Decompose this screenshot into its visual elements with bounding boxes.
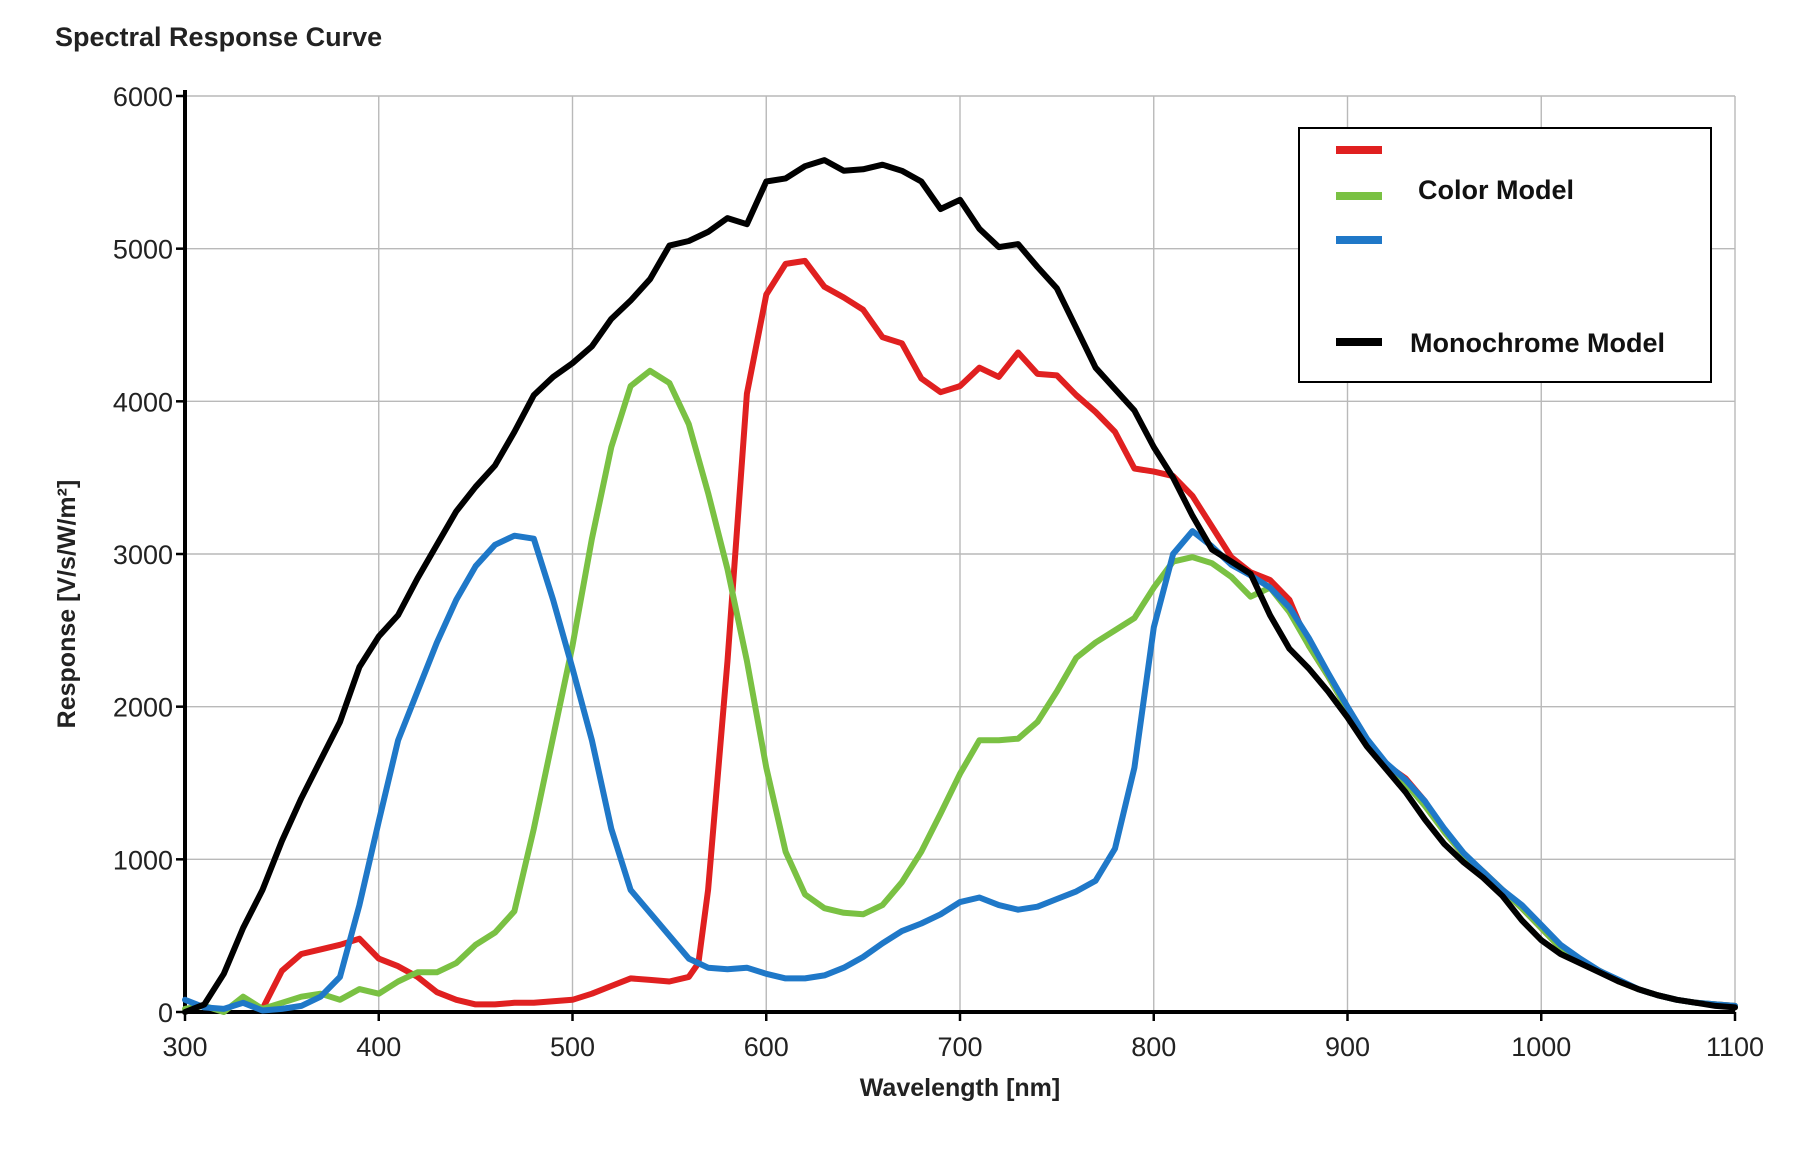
x-axis-label: Wavelength [nm] xyxy=(860,1074,1060,1102)
x-tick-label: 400 xyxy=(356,1032,401,1062)
y-tick-label: 6000 xyxy=(113,82,173,112)
x-tick-label: 1100 xyxy=(1706,1032,1764,1062)
series-line-black xyxy=(182,157,1738,1015)
y-tick-label: 5000 xyxy=(113,235,173,265)
data-series xyxy=(182,157,1738,1015)
y-tick-label: 3000 xyxy=(113,540,173,570)
legend-label-color-model: Color Model xyxy=(1418,175,1574,205)
chart-legend: Color Model Monochrome Model xyxy=(1298,127,1712,383)
x-tick-label: 800 xyxy=(1131,1032,1176,1062)
series-line-blue xyxy=(182,528,1738,1014)
legend-label-monochrome-model: Monochrome Model xyxy=(1410,328,1665,358)
x-tick-label: 500 xyxy=(550,1032,595,1062)
y-tick-label: 4000 xyxy=(113,387,173,417)
x-tick-label: 600 xyxy=(744,1032,789,1062)
axes xyxy=(176,90,1737,1021)
x-tick-label: 700 xyxy=(937,1032,982,1062)
y-axis-label: Response [V/s/W/m²] xyxy=(53,480,81,729)
x-tick-label: 1000 xyxy=(1511,1032,1571,1062)
x-tick-label: 900 xyxy=(1325,1032,1370,1062)
y-tick-label: 2000 xyxy=(113,693,173,723)
tick-labels: 300 400 500 600 700 800 900 1000 1100 0 1000 2000 30… xyxy=(113,82,1764,1062)
y-tick-label: 0 xyxy=(158,998,173,1028)
x-tick-label: 300 xyxy=(162,1032,207,1062)
y-tick-label: 1000 xyxy=(113,845,173,875)
chart-title: Spectral Response Curve xyxy=(55,22,382,52)
